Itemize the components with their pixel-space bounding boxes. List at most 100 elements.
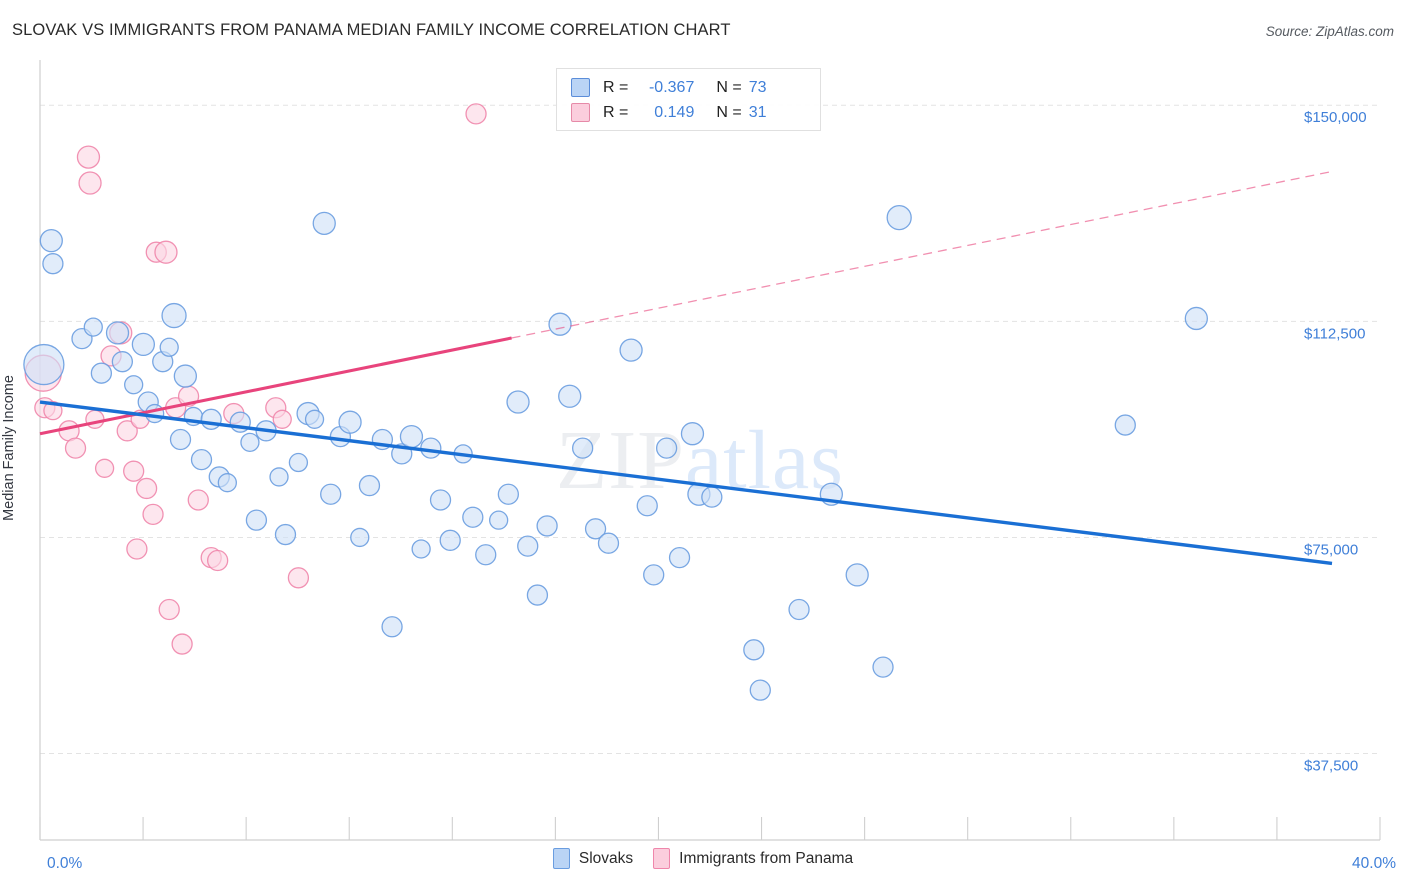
data-point[interactable] bbox=[217, 473, 237, 493]
series-legend: Slovaks Immigrants from Panama bbox=[0, 848, 1406, 869]
data-point[interactable] bbox=[173, 364, 198, 388]
data-point[interactable] bbox=[274, 523, 297, 546]
data-point[interactable] bbox=[42, 253, 64, 275]
data-point[interactable] bbox=[338, 410, 362, 434]
data-point[interactable] bbox=[171, 633, 193, 655]
legend-label-panama: Immigrants from Panama bbox=[679, 849, 854, 867]
n-key-panama: N = bbox=[716, 103, 742, 121]
data-point[interactable] bbox=[1114, 414, 1136, 436]
data-point[interactable] bbox=[272, 409, 292, 429]
data-point[interactable] bbox=[169, 428, 192, 451]
data-point[interactable] bbox=[200, 408, 222, 430]
data-point[interactable] bbox=[116, 420, 138, 442]
legend-color-slovaks bbox=[552, 848, 570, 869]
data-point[interactable] bbox=[288, 452, 309, 473]
data-point[interactable] bbox=[269, 467, 289, 487]
data-point[interactable] bbox=[743, 639, 765, 661]
data-point[interactable] bbox=[161, 302, 187, 329]
data-point[interactable] bbox=[462, 506, 484, 528]
data-point[interactable] bbox=[159, 337, 179, 357]
data-point[interactable] bbox=[749, 679, 771, 701]
data-point[interactable] bbox=[142, 503, 164, 526]
stats-row-panama: R = 0.149 N = 31 bbox=[571, 100, 810, 125]
data-point[interactable] bbox=[304, 409, 325, 429]
data-point[interactable] bbox=[320, 483, 342, 505]
data-point[interactable] bbox=[475, 544, 497, 566]
data-point[interactable] bbox=[506, 390, 530, 414]
data-point[interactable] bbox=[571, 437, 594, 459]
legend-item-slovaks[interactable]: Slovaks bbox=[552, 848, 633, 869]
data-point[interactable] bbox=[158, 598, 180, 621]
data-point[interactable] bbox=[105, 321, 130, 345]
data-point[interactable] bbox=[23, 343, 65, 386]
data-point[interactable] bbox=[94, 458, 115, 478]
data-point[interactable] bbox=[154, 240, 178, 264]
data-point[interactable] bbox=[83, 317, 103, 337]
n-value-slovaks: 73 bbox=[748, 78, 767, 96]
data-point[interactable] bbox=[124, 375, 144, 395]
data-point[interactable] bbox=[78, 171, 102, 195]
data-point[interactable] bbox=[126, 538, 148, 560]
data-point[interactable] bbox=[312, 211, 336, 236]
data-point[interactable] bbox=[680, 422, 705, 446]
data-point[interactable] bbox=[597, 532, 620, 554]
data-point[interactable] bbox=[206, 549, 229, 572]
data-point[interactable] bbox=[420, 437, 442, 459]
data-point[interactable] bbox=[558, 384, 582, 408]
data-point[interactable] bbox=[788, 598, 810, 621]
data-point[interactable] bbox=[1184, 306, 1208, 331]
data-point[interactable] bbox=[131, 332, 156, 357]
data-point[interactable] bbox=[123, 460, 145, 482]
trendline-panama-solid bbox=[39, 336, 512, 436]
page-title: SLOVAK VS IMMIGRANTS FROM PANAMA MEDIAN … bbox=[12, 21, 731, 39]
y-axis-tick-label: $37,500 bbox=[1304, 758, 1358, 775]
data-point[interactable] bbox=[145, 403, 165, 424]
data-point[interactable] bbox=[90, 362, 113, 384]
data-point[interactable] bbox=[526, 584, 549, 606]
data-point[interactable] bbox=[287, 567, 310, 589]
legend-color-panama bbox=[653, 848, 671, 869]
data-point[interactable] bbox=[43, 401, 63, 421]
data-point[interactable] bbox=[872, 656, 894, 678]
data-point[interactable] bbox=[240, 432, 260, 453]
data-point[interactable] bbox=[584, 518, 607, 540]
data-point[interactable] bbox=[619, 338, 643, 362]
data-point[interactable] bbox=[886, 204, 912, 231]
data-point[interactable] bbox=[465, 103, 487, 125]
data-point[interactable] bbox=[358, 474, 381, 497]
data-point[interactable] bbox=[517, 535, 539, 557]
data-point[interactable] bbox=[399, 424, 424, 449]
data-point[interactable] bbox=[85, 409, 105, 429]
data-point[interactable] bbox=[135, 477, 158, 500]
legend-swatch-panama bbox=[571, 103, 590, 122]
data-point[interactable] bbox=[701, 486, 723, 508]
data-point[interactable] bbox=[187, 489, 209, 511]
data-point[interactable] bbox=[111, 351, 134, 373]
legend-item-panama[interactable]: Immigrants from Panama bbox=[653, 848, 853, 869]
data-point[interactable] bbox=[548, 312, 572, 336]
data-point[interactable] bbox=[643, 564, 665, 586]
trendline-panama-dashed bbox=[511, 170, 1333, 339]
data-point[interactable] bbox=[489, 510, 509, 530]
data-point[interactable] bbox=[439, 529, 461, 551]
data-point[interactable] bbox=[429, 489, 452, 511]
data-point[interactable] bbox=[190, 448, 213, 471]
data-point[interactable] bbox=[845, 563, 869, 587]
data-point[interactable] bbox=[655, 437, 678, 459]
data-point[interactable] bbox=[39, 228, 63, 253]
n-value-panama: 31 bbox=[748, 103, 767, 121]
data-point[interactable] bbox=[64, 437, 87, 459]
data-point[interactable] bbox=[411, 539, 431, 559]
data-point[interactable] bbox=[668, 546, 691, 569]
data-point[interactable] bbox=[536, 515, 558, 537]
data-point[interactable] bbox=[497, 483, 520, 505]
data-point[interactable] bbox=[245, 509, 268, 531]
data-point[interactable] bbox=[636, 495, 658, 517]
stats-row-slovaks: R = -0.367 N = 73 bbox=[571, 75, 810, 100]
data-point[interactable] bbox=[381, 616, 403, 638]
data-point[interactable] bbox=[76, 145, 101, 169]
r-key-panama: R = bbox=[603, 103, 629, 121]
data-point[interactable] bbox=[350, 527, 370, 548]
